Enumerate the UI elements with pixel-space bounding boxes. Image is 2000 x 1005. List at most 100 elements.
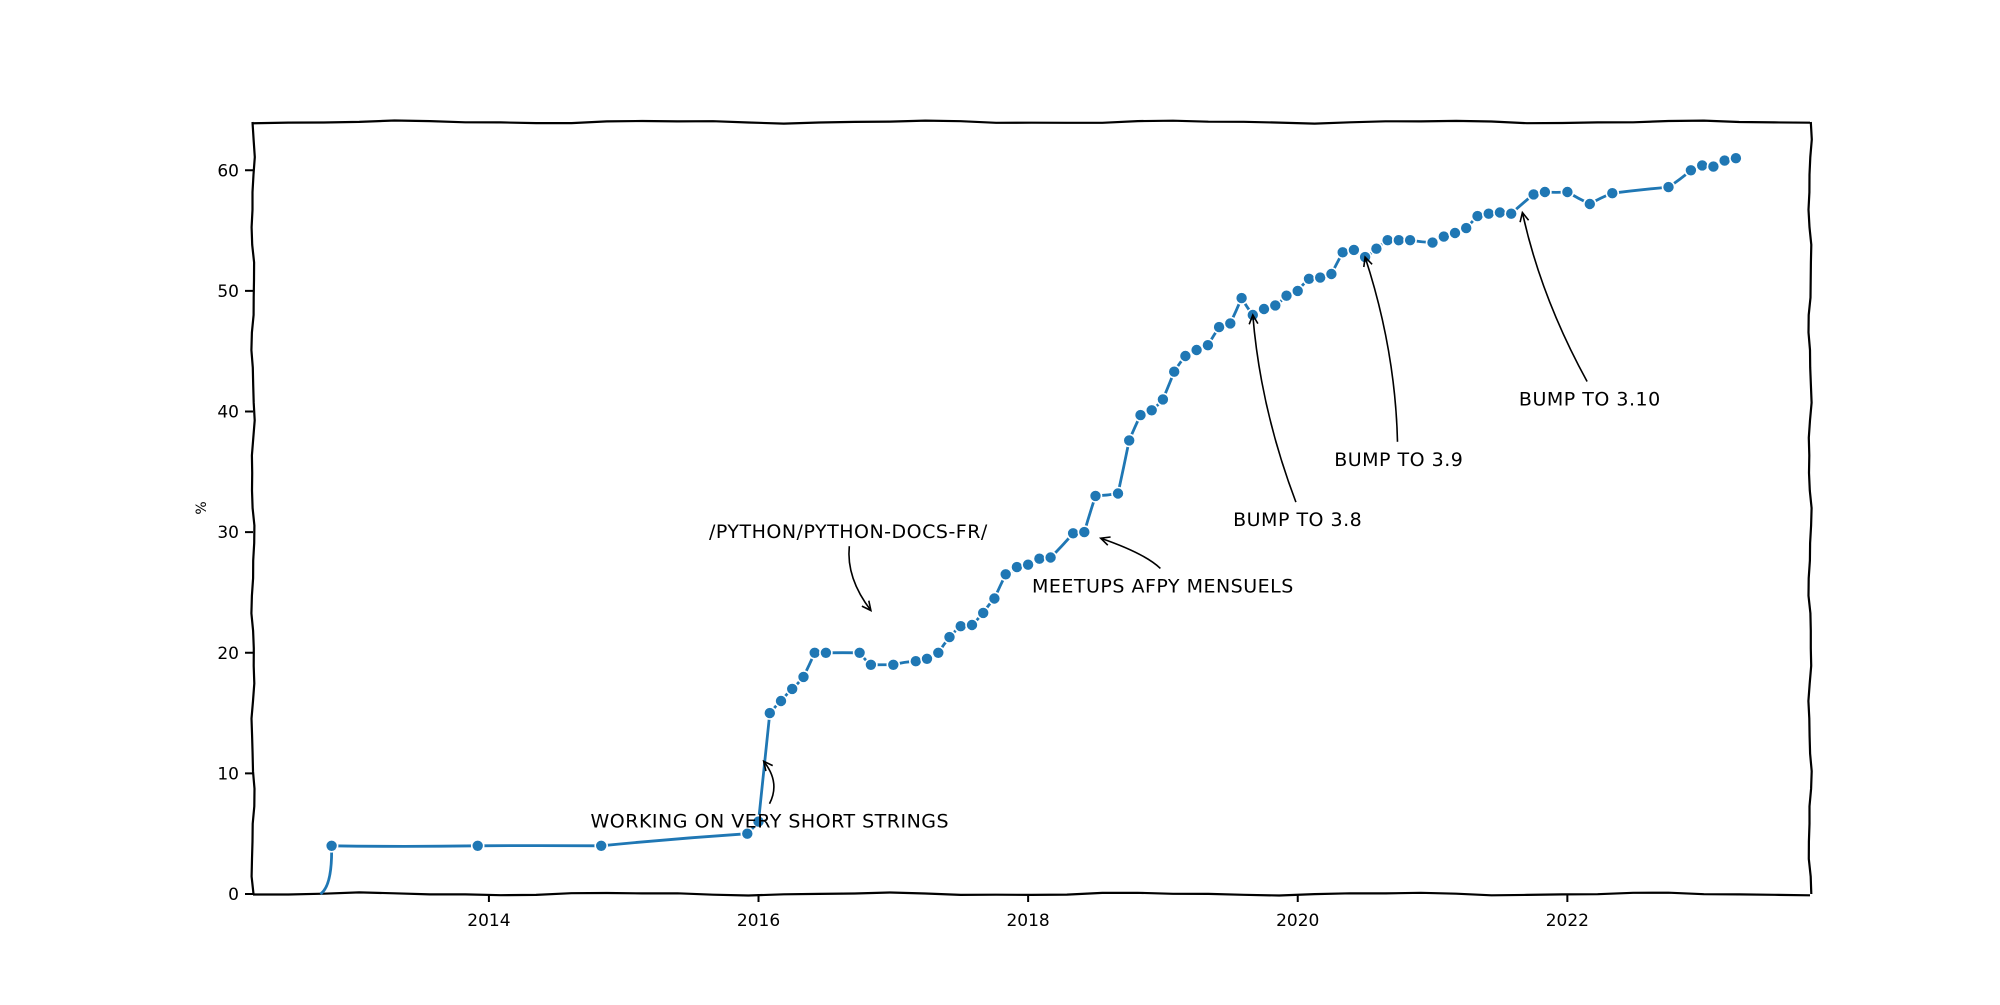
data-point: [1178, 349, 1193, 363]
annotation-arrowhead: [1248, 313, 1259, 325]
y-tick-label: 40: [217, 403, 239, 423]
plot-frame-bottom: [253, 891, 1811, 897]
data-point: [1392, 233, 1406, 247]
data-point: [852, 645, 867, 660]
data-point: [1538, 185, 1552, 199]
data-point: [1684, 163, 1698, 178]
x-tick-label: 2020: [1276, 911, 1319, 931]
data-point: [1583, 197, 1597, 211]
annotation-label: MEETUPS AFPY MENSUELS: [1032, 575, 1294, 597]
data-point: [1088, 489, 1103, 503]
series-layer: [319, 151, 1743, 896]
data-point: [751, 814, 766, 829]
data-point: [1313, 270, 1327, 285]
data-point: [1448, 226, 1462, 240]
annotation-layer: WORKING ON VERY SHORT STRINGS/PYTHON/PYT…: [591, 210, 1661, 833]
data-point: [1122, 433, 1136, 448]
data-point: [1043, 550, 1058, 565]
data-point: [1481, 206, 1496, 221]
annotation-label: /PYTHON/PYTHON-DOCS-FR/: [709, 521, 988, 543]
annotation-arrowhead: [1519, 210, 1530, 223]
data-point: [1560, 185, 1575, 199]
data-point: [785, 682, 800, 696]
data-point: [762, 706, 777, 720]
data-point: [1201, 338, 1215, 353]
y-tick-label: 50: [217, 282, 239, 302]
x-tick-label: 2022: [1546, 911, 1589, 931]
data-point: [1425, 235, 1440, 250]
data-point: [819, 645, 833, 660]
data-point: [470, 838, 485, 853]
data-point: [1212, 320, 1226, 334]
data-point: [774, 694, 788, 708]
annotation-arrowhead: [1363, 255, 1373, 268]
data-point: [1403, 233, 1417, 247]
x-tick-label: 2018: [1006, 911, 1049, 931]
annotation-arrow: [848, 546, 872, 611]
data-point: [1144, 403, 1159, 418]
data-point: [807, 645, 822, 660]
data-point: [998, 567, 1013, 582]
data-point: [1279, 288, 1294, 303]
data-point: [1369, 241, 1384, 256]
annotation-arrow: [1364, 256, 1399, 442]
series-line: [319, 156, 1737, 896]
x-axis: 2014 2016 2018 2020 2022: [467, 894, 1589, 931]
data-point: [1032, 551, 1047, 566]
data-point: [1223, 316, 1238, 331]
data-point: [1661, 180, 1676, 194]
plot-frame-right: [1807, 121, 1813, 895]
data-point: [1459, 221, 1473, 235]
data-point: [1526, 187, 1541, 202]
data-point: [1706, 159, 1721, 174]
data-point: [1493, 205, 1507, 220]
annotation-arrow: [1521, 212, 1588, 382]
x-tick-label: 2014: [467, 911, 510, 931]
annotation-arrow: [1252, 314, 1297, 503]
data-point: [1257, 302, 1271, 316]
data-point: [1156, 392, 1170, 407]
data-point: [976, 606, 991, 620]
data-point: [1111, 486, 1125, 501]
data-point: [931, 645, 946, 660]
plot-frame: [250, 119, 1813, 897]
data-point: [1021, 557, 1035, 572]
data-point: [864, 657, 878, 672]
y-axis: 0 10 20 30 40 50 60: [217, 161, 253, 905]
annotation-arrow: [763, 760, 775, 805]
data-point: [594, 838, 609, 853]
data-point: [1268, 298, 1283, 313]
annotation-arrowhead: [861, 600, 873, 612]
data-point: [740, 826, 755, 841]
y-tick-label: 30: [217, 523, 239, 543]
data-point: [1605, 186, 1620, 200]
data-point: [324, 838, 339, 853]
data-point: [1695, 158, 1709, 173]
plot-frame-top: [252, 119, 1811, 125]
data-point: [1380, 233, 1395, 247]
data-point: [1470, 209, 1485, 223]
data-point: [1167, 364, 1181, 379]
data-point: [1347, 243, 1361, 257]
data-point: [1335, 245, 1350, 260]
data-point: [1010, 560, 1024, 574]
y-axis-label: %: [194, 501, 210, 514]
data-point: [1324, 267, 1339, 281]
data-point: [965, 618, 979, 632]
data-point: [920, 651, 934, 666]
annotation-arrowhead: [762, 759, 774, 772]
annotation-label: BUMP TO 3.8: [1233, 509, 1362, 531]
annotation-label: BUMP TO 3.9: [1334, 449, 1463, 471]
data-point: [953, 619, 968, 634]
data-point: [1504, 206, 1518, 221]
data-point: [1133, 408, 1148, 422]
plot-frame-left: [250, 121, 256, 895]
annotation-arrowhead: [1098, 536, 1111, 546]
annotation-label: WORKING ON VERY SHORT STRINGS: [591, 811, 950, 833]
annotation-label: BUMP TO 3.10: [1519, 389, 1661, 411]
data-point: [1729, 151, 1743, 165]
data-point: [1437, 229, 1451, 244]
data-point: [1077, 525, 1092, 539]
